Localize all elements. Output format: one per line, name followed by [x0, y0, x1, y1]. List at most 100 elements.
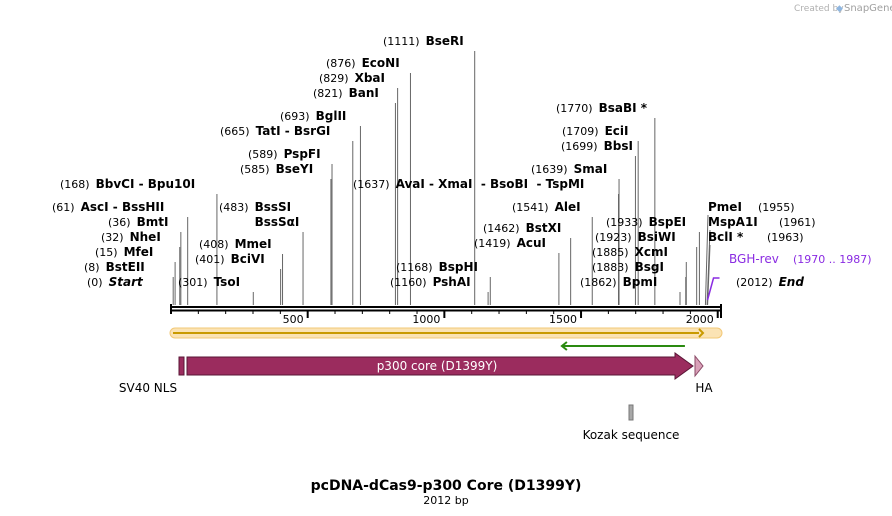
- site-bsgi[interactable]: (1883) BsgI: [592, 260, 664, 274]
- site-name[interactable]: NheI: [130, 230, 161, 244]
- site-name[interactable]: BanI: [349, 86, 379, 100]
- site-name[interactable]: BsaBI *: [599, 101, 648, 115]
- cds-arrow[interactable]: [186, 352, 694, 380]
- feature-label: Kozak sequence: [583, 428, 680, 442]
- site-mspa1i[interactable]: MspA1I (1961): [708, 215, 816, 229]
- site-name[interactable]: BstXI: [526, 221, 562, 235]
- site-name[interactable]: SmaI: [574, 162, 608, 176]
- site-bcivi[interactable]: (401) BciVI: [195, 252, 265, 266]
- site-econi[interactable]: (876) EcoNI: [326, 56, 400, 70]
- site-bseyi[interactable]: (585) BseYI: [240, 162, 313, 176]
- site-bsiwi[interactable]: (1923) BsiWI: [595, 230, 676, 244]
- site-bmti[interactable]: (36) BmtI: [108, 215, 168, 229]
- site-acui[interactable]: (1419) AcuI: [474, 236, 546, 250]
- site-xcmi[interactable]: (1885) XcmI: [592, 245, 668, 259]
- site-tati[interactable]: (665) TatI - BsrGI: [220, 124, 330, 138]
- site-name[interactable]: EciI: [605, 124, 629, 138]
- site-xbai[interactable]: (829) XbaI: [319, 71, 385, 85]
- site-position: (1961): [779, 216, 816, 229]
- site-pshai[interactable]: (1160) PshAI: [390, 275, 471, 289]
- site-avai[interactable]: (1637) AvaI - XmaI - BsoBI - TspMI: [353, 177, 584, 191]
- site-bpmi[interactable]: (1862) BpmI: [580, 275, 657, 289]
- site-pmei[interactable]: PmeI (1955): [708, 200, 795, 214]
- site-name[interactable]: BstEII: [106, 260, 145, 274]
- site-bbvci[interactable]: (168) BbvCI - Bpu10I: [60, 177, 195, 191]
- site-bstxi[interactable]: (1462) BstXI: [483, 221, 561, 235]
- site-mfei[interactable]: (15) MfeI: [95, 245, 153, 259]
- site-bseri[interactable]: (1111) BseRI: [383, 34, 464, 48]
- site-name[interactable]: End: [779, 275, 805, 289]
- site-name[interactable]: BciVI: [231, 252, 265, 266]
- site-name[interactable]: PmeI: [708, 200, 742, 214]
- site-bani[interactable]: (821) BanI: [313, 86, 379, 100]
- site-name[interactable]: BpmI: [623, 275, 658, 289]
- site-position: (1709): [562, 125, 599, 138]
- primer-name[interactable]: BGH-rev: [729, 252, 779, 266]
- site-bcli[interactable]: BclI * (1963): [708, 230, 804, 244]
- site-position: (585): [240, 163, 270, 176]
- site-name[interactable]: MmeI: [235, 237, 272, 251]
- site-bglii[interactable]: (693) BglII: [280, 109, 346, 123]
- primer-bgh-rev[interactable]: BGH-rev (1970 .. 1987): [706, 252, 872, 301]
- site-name[interactable]: MfeI: [124, 245, 154, 259]
- site-name[interactable]: BglII: [316, 109, 347, 123]
- site-position: (876): [326, 57, 356, 70]
- nls-block[interactable]: [178, 356, 185, 376]
- feature-ha[interactable]: HA: [694, 354, 713, 395]
- site-name[interactable]: AcuI: [517, 236, 546, 250]
- site-smai[interactable]: (1639) SmaI: [531, 162, 607, 176]
- site-bsteii[interactable]: (8) BstEII: [84, 260, 145, 274]
- site-bsabi[interactable]: (1770) BsaBI *: [556, 101, 648, 115]
- scale-ticks: 500 1000 1500 2000: [170, 304, 722, 326]
- feature-p300-core-d1399y[interactable]: p300 core (D1399Y): [186, 352, 694, 380]
- site-name[interactable]: TsoI: [214, 275, 240, 289]
- site-name[interactable]: BssSI: [255, 200, 292, 214]
- site-position: (1885): [592, 246, 629, 259]
- site-isoschizomers: - XmaI - BsoBI - TspMI: [425, 177, 585, 191]
- site-position: (61): [52, 201, 75, 214]
- site-asci[interactable]: (61) AscI - BssHII: [52, 200, 164, 214]
- feature-sv40-nls[interactable]: SV40 NLS: [119, 356, 185, 395]
- site-nhei[interactable]: (32) NheI: [101, 230, 161, 244]
- site-name[interactable]: XcmI: [635, 245, 668, 259]
- site-bbsi[interactable]: (1699) BbsI: [561, 139, 633, 153]
- site-labels: (0) Start (8) BstEII(15) MfeI(32) NheI(36) Bmt…: [52, 34, 816, 289]
- site-mmei[interactable]: (408) MmeI: [199, 237, 272, 251]
- credit-brand[interactable]: SnapGene: [844, 3, 892, 14]
- site-name[interactable]: BsgI: [635, 260, 664, 274]
- site-name[interactable]: PspFI: [284, 147, 321, 161]
- site-name[interactable]: BseYI: [276, 162, 314, 176]
- site-tsoi[interactable]: (301) TsoI: [178, 275, 240, 289]
- site-name[interactable]: EcoNI: [362, 56, 400, 70]
- site-name[interactable]: BsiWI: [638, 230, 676, 244]
- site-leader-lines: [172, 51, 711, 306]
- site-name[interactable]: XbaI: [355, 71, 385, 85]
- site-bsphi[interactable]: (1168) BspHI: [396, 260, 478, 274]
- site-name[interactable]: MspA1I: [708, 215, 758, 229]
- site-start[interactable]: (0) Start: [87, 275, 144, 289]
- site-pspfi[interactable]: (589) PspFI: [248, 147, 321, 161]
- kozak-block[interactable]: [628, 404, 634, 421]
- site-name[interactable]: BseRI: [426, 34, 464, 48]
- feature-kozak-sequence[interactable]: Kozak sequence: [583, 404, 680, 442]
- site-name[interactable]: AscI: [81, 200, 109, 214]
- site-name[interactable]: BmtI: [137, 215, 169, 229]
- site-name[interactable]: TatI: [256, 124, 281, 138]
- ha-tag-arrow[interactable]: [694, 354, 704, 378]
- site-name[interactable]: BspHI: [439, 260, 478, 274]
- site-bspei[interactable]: (1933) BspEI: [606, 215, 686, 229]
- site-name[interactable]: AleI: [555, 200, 581, 214]
- site-name[interactable]: BbvCI: [96, 177, 135, 191]
- site-alei[interactable]: (1541) AleI: [512, 200, 581, 214]
- site-name[interactable]: Start: [109, 275, 144, 289]
- site-name[interactable]: BclI *: [708, 230, 744, 244]
- site-name[interactable]: BbsI: [604, 139, 633, 153]
- site-name[interactable]: PshAI: [433, 275, 471, 289]
- site-end[interactable]: (2012) End: [736, 275, 804, 289]
- site-name[interactable]: AvaI: [396, 177, 425, 191]
- site-name[interactable]: BspEI: [649, 215, 687, 229]
- site-ecii[interactable]: (1709) EciI: [562, 124, 628, 138]
- site-position: (1639): [531, 163, 568, 176]
- primer-arrow-icon[interactable]: [706, 277, 720, 301]
